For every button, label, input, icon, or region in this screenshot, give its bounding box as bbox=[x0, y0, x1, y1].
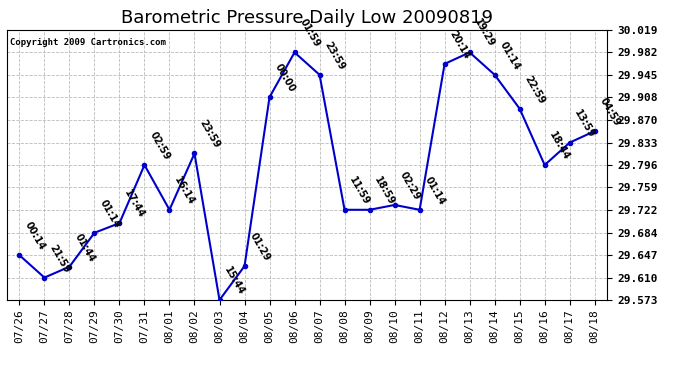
Text: 01:59: 01:59 bbox=[297, 17, 322, 49]
Text: 20:14: 20:14 bbox=[448, 29, 472, 61]
Text: 16:14: 16:14 bbox=[172, 175, 197, 207]
Text: 23:59: 23:59 bbox=[322, 40, 346, 72]
Title: Barometric Pressure Daily Low 20090819: Barometric Pressure Daily Low 20090819 bbox=[121, 9, 493, 27]
Text: 22:59: 22:59 bbox=[522, 74, 546, 105]
Text: 02:29: 02:29 bbox=[397, 170, 422, 202]
Text: 01:44: 01:44 bbox=[72, 232, 97, 264]
Text: 02:59: 02:59 bbox=[148, 130, 172, 162]
Text: 18:59: 18:59 bbox=[373, 175, 397, 207]
Text: 00:00: 00:00 bbox=[273, 62, 297, 94]
Text: 21:59: 21:59 bbox=[48, 243, 72, 274]
Text: 15:44: 15:44 bbox=[222, 265, 246, 297]
Text: 23:59: 23:59 bbox=[197, 118, 221, 150]
Text: 04:59: 04:59 bbox=[598, 96, 622, 128]
Text: 00:14: 00:14 bbox=[22, 220, 46, 252]
Text: 01:14: 01:14 bbox=[97, 198, 121, 230]
Text: 01:29: 01:29 bbox=[248, 231, 272, 263]
Text: 18:44: 18:44 bbox=[548, 130, 572, 162]
Text: 01:14: 01:14 bbox=[497, 40, 522, 72]
Text: 17:44: 17:44 bbox=[122, 188, 146, 220]
Text: 11:59: 11:59 bbox=[348, 175, 372, 207]
Text: Copyright 2009 Cartronics.com: Copyright 2009 Cartronics.com bbox=[10, 38, 166, 47]
Text: 01:14: 01:14 bbox=[422, 175, 446, 207]
Text: 19:29: 19:29 bbox=[473, 17, 497, 49]
Text: 13:59: 13:59 bbox=[573, 108, 597, 140]
